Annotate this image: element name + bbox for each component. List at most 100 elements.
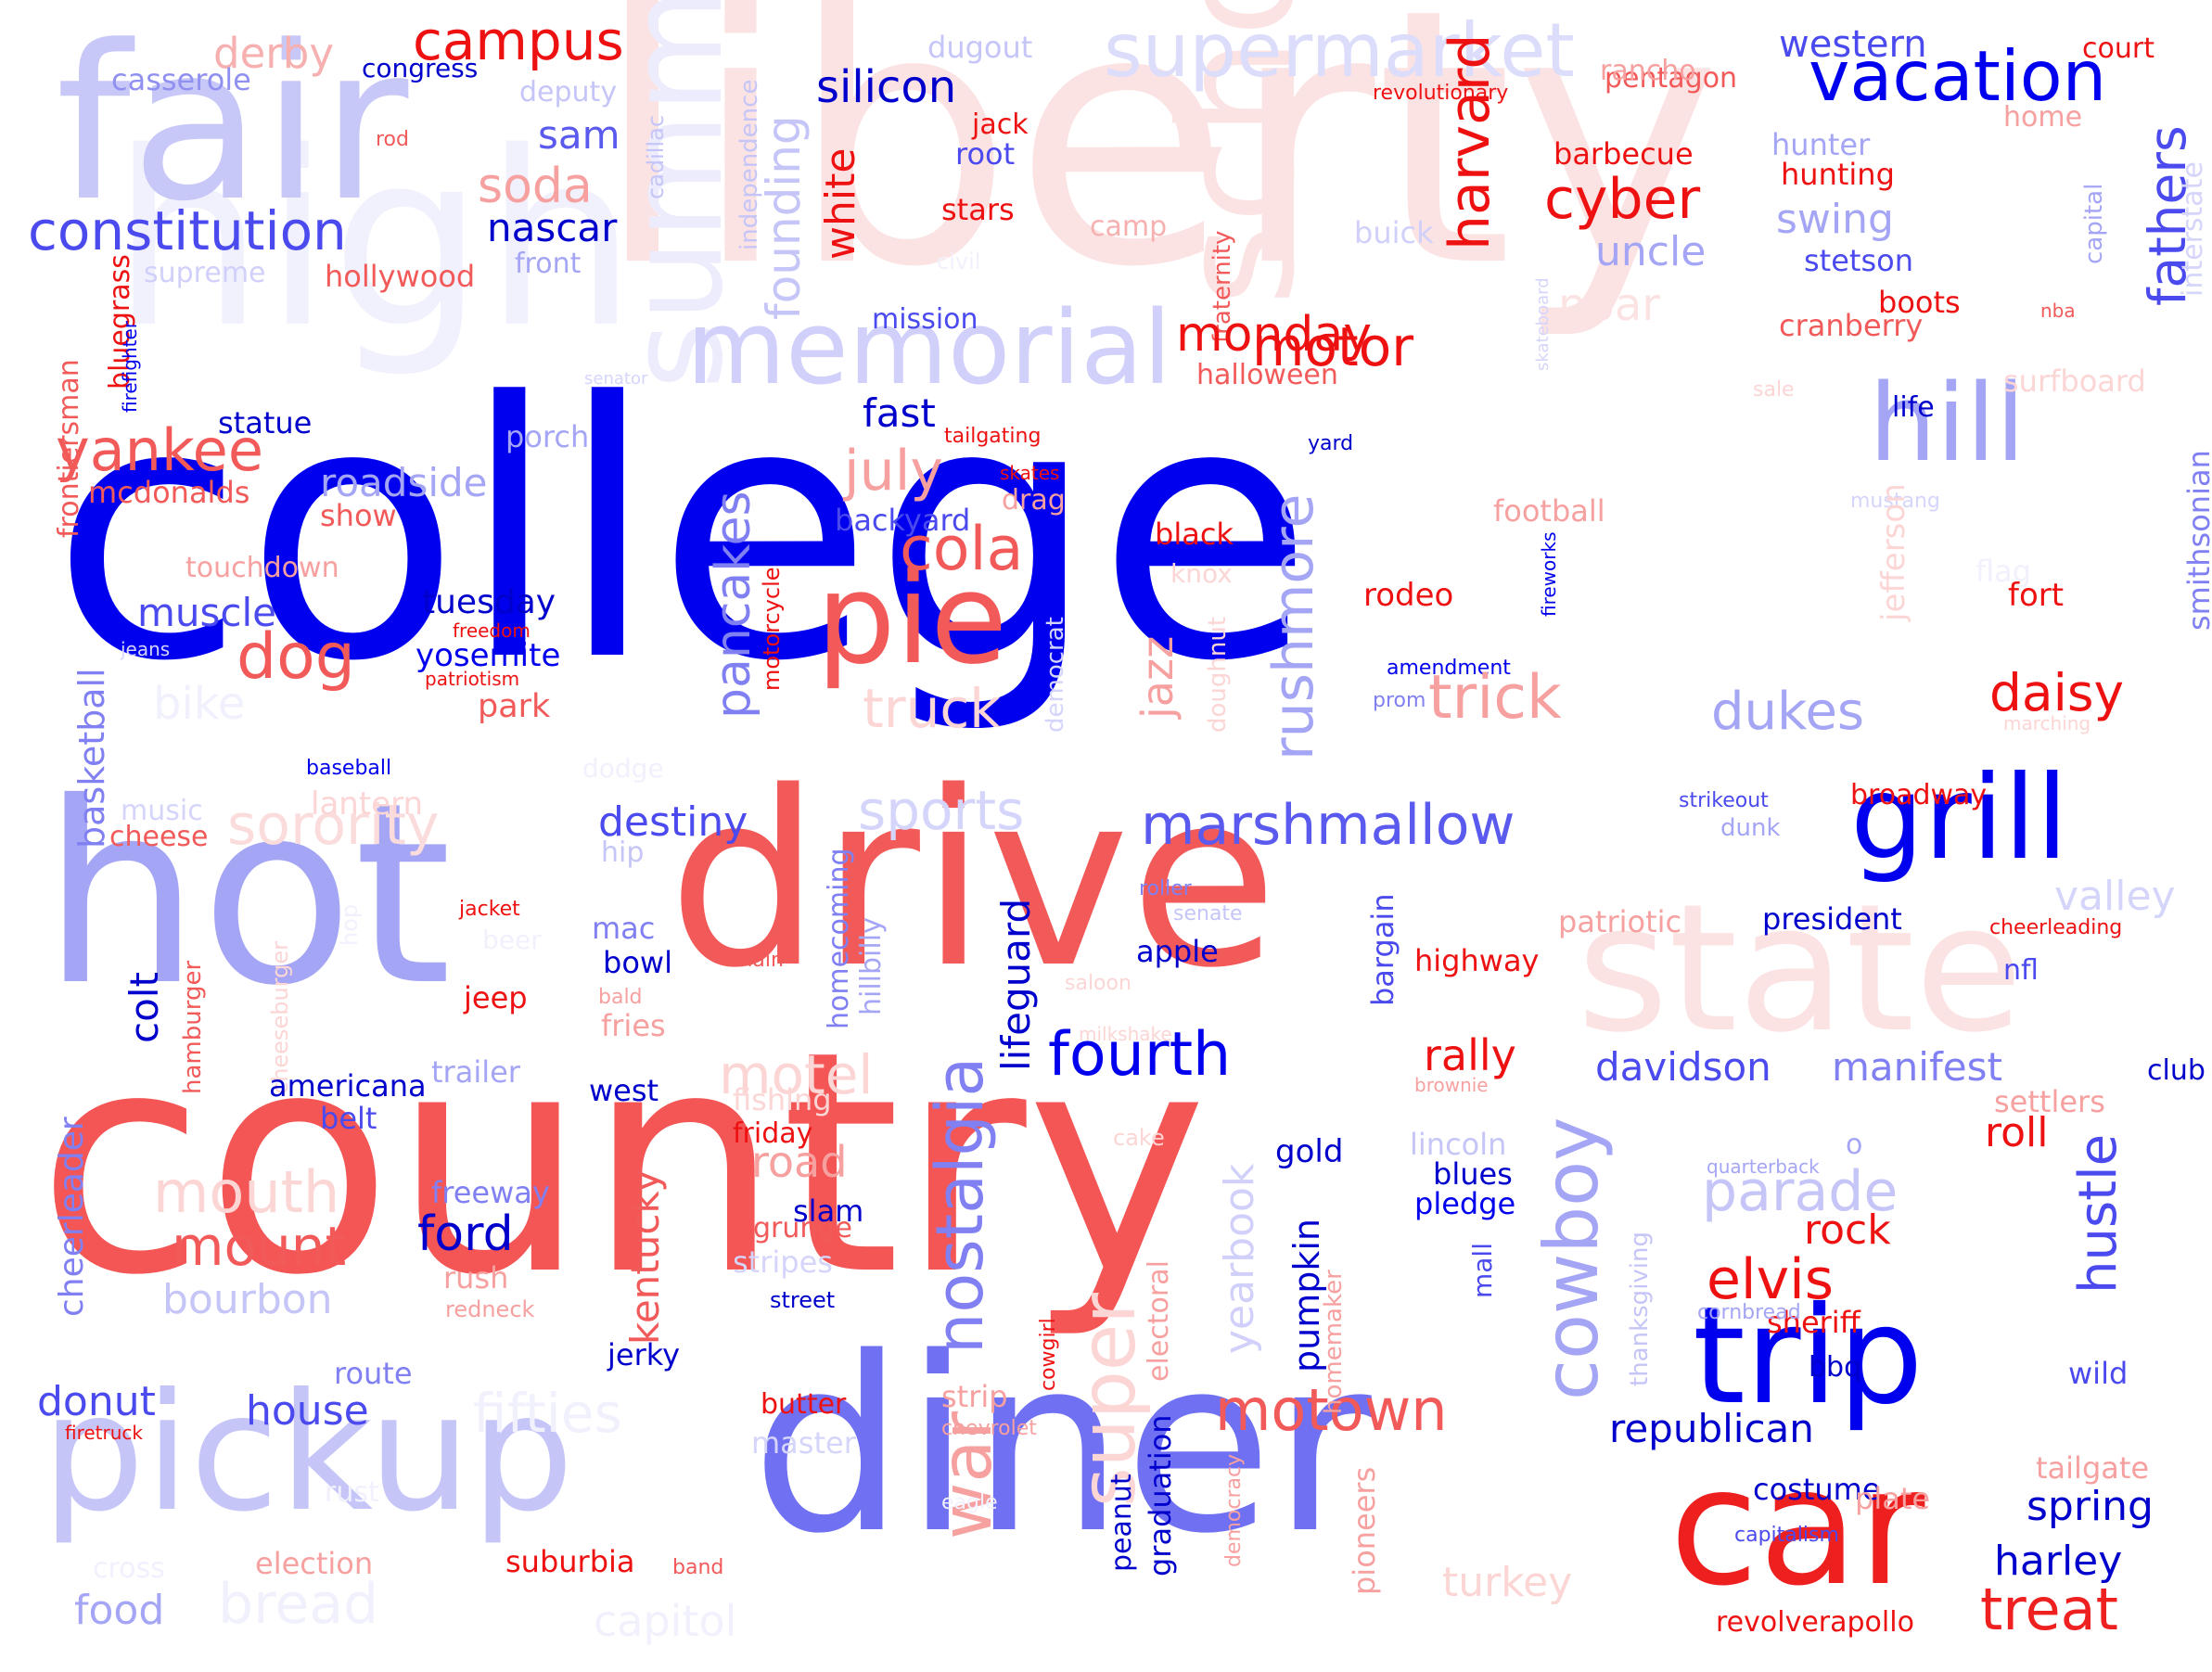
word-bargain: bargain: [1365, 893, 1400, 1006]
word-suburbia: suburbia: [505, 1544, 635, 1579]
word-kentucky: kentucky: [622, 1168, 668, 1345]
word-derby: derby: [213, 29, 334, 78]
word-redneck: redneck: [445, 1296, 535, 1322]
word-roller: roller: [1139, 877, 1192, 900]
word-black: black: [1155, 517, 1234, 552]
word-friday: friday: [733, 1117, 813, 1150]
word-fireworks: fireworks: [1538, 531, 1560, 617]
word-patriotic: patriotic: [1558, 904, 1682, 939]
word-rancho: rancho: [1600, 55, 1696, 87]
word-jerky: jerky: [607, 1337, 681, 1372]
word-butter: butter: [761, 1388, 847, 1421]
word-bourbon: bourbon: [162, 1276, 333, 1323]
word-western: western: [1779, 23, 1927, 66]
word-quarterback: quarterback: [1707, 1155, 1820, 1178]
word-broadway: broadway: [1850, 779, 1988, 811]
word-president: president: [1762, 901, 1902, 937]
word-trick: trick: [1428, 663, 1562, 733]
word-parade: parade: [1702, 1159, 1899, 1224]
word-buick: buick: [1354, 215, 1434, 250]
word-jeans: jeans: [121, 638, 171, 660]
word-donut: donut: [37, 1378, 156, 1425]
word-football: football: [1493, 493, 1605, 529]
word-cheerleading: cheerleading: [1989, 916, 2123, 939]
word-yearbook: yearbook: [1216, 1163, 1263, 1354]
word-saloon: saloon: [1065, 972, 1132, 995]
word-skates: skates: [1000, 462, 1060, 484]
word-elvis: elvis: [1707, 1247, 1835, 1312]
word-highway: highway: [1414, 943, 1540, 978]
word-jefferson: jefferson: [1875, 483, 1912, 621]
word-stripes: stripes: [733, 1244, 833, 1280]
word-route: route: [334, 1356, 413, 1391]
word-hill: hill: [1869, 362, 2026, 486]
word-drive: drive: [668, 741, 1278, 1021]
word-hamburger: hamburger: [179, 960, 207, 1094]
word-barbecue: barbecue: [1554, 136, 1694, 172]
word-hollywood: hollywood: [325, 259, 476, 294]
word-fishing: fishing: [733, 1082, 832, 1117]
word-pie: pie: [816, 546, 1008, 692]
word-motorcycle: motorcycle: [759, 567, 785, 691]
word-dugout: dugout: [927, 30, 1033, 65]
word-tailgating: tailgating: [944, 425, 1042, 448]
word-tuesday: tuesday: [422, 583, 556, 621]
word-hunting: hunting: [1781, 157, 1895, 192]
word-deputy: deputy: [519, 76, 618, 108]
word-gold: gold: [1275, 1133, 1344, 1170]
word-west: west: [589, 1073, 659, 1108]
word-silicon: silicon: [816, 61, 957, 113]
word-backyard: backyard: [835, 503, 971, 538]
word-dodge: dodge: [582, 753, 664, 784]
word-muscle: muscle: [137, 590, 277, 635]
word-valley: valley: [2054, 873, 2176, 920]
word-frontiersman: frontiersman: [53, 359, 85, 538]
word-rally: rally: [1424, 1030, 1516, 1080]
word-ford: ford: [417, 1206, 514, 1262]
word-rust: rust: [325, 1476, 379, 1509]
word-jack: jack: [972, 108, 1029, 141]
word-truck: truck: [863, 677, 1001, 740]
word-camp: camp: [1090, 211, 1168, 243]
word-mount: mount: [172, 1215, 347, 1278]
word-basketball: basketball: [71, 668, 112, 849]
word-motown: motown: [1215, 1376, 1448, 1444]
word-fourth: fourth: [1048, 1020, 1232, 1090]
word-tailgate: tailgate: [2036, 1450, 2150, 1486]
word-apple: apple: [1136, 934, 1219, 969]
word-park: park: [478, 688, 551, 725]
word-spring: spring: [2027, 1483, 2154, 1530]
word-capital: capital: [2080, 183, 2108, 264]
word-marching: marching: [2003, 712, 2091, 734]
word-americana: americana: [269, 1068, 427, 1104]
word-democracy: democracy: [1222, 1453, 1246, 1567]
word-fast: fast: [863, 390, 936, 436]
word-root: root: [955, 136, 1016, 172]
word-rushmore: rushmore: [1261, 493, 1326, 760]
word-smithsonian: smithsonian: [2181, 450, 2212, 631]
word-homemaker: homemaker: [1320, 1270, 1348, 1414]
word-fifties: fifties: [473, 1382, 622, 1445]
word-grunge: grunge: [753, 1212, 852, 1244]
word-mission: mission: [872, 303, 978, 336]
word-rodeo: rodeo: [1363, 577, 1454, 614]
word-club: club: [2147, 1054, 2206, 1087]
word-cola: cola: [900, 515, 1024, 584]
word-diner: diner: [751, 1307, 1372, 1587]
word-cowgirl: cowgirl: [1037, 1318, 1060, 1391]
word-fort: fort: [2008, 577, 2065, 614]
word-uncle: uncle: [1595, 228, 1707, 275]
word-nascar: nascar: [487, 205, 618, 250]
word-turkey: turkey: [1442, 1559, 1573, 1606]
word-casserole: casserole: [111, 62, 251, 97]
word-cornbread: cornbread: [1697, 1301, 1801, 1324]
word-pentagon: pentagon: [1605, 62, 1738, 95]
word-hillbilly: hillbilly: [855, 917, 888, 1015]
word-swing: swing: [1776, 196, 1894, 243]
word-homecoming: homecoming: [823, 848, 855, 1029]
word-stetson: stetson: [1804, 243, 1913, 278]
word-bald: bald: [598, 986, 643, 1009]
word-interstate: interstate: [2177, 161, 2209, 297]
word-treat: treat: [1980, 1576, 2118, 1643]
word-destiny: destiny: [598, 798, 748, 846]
